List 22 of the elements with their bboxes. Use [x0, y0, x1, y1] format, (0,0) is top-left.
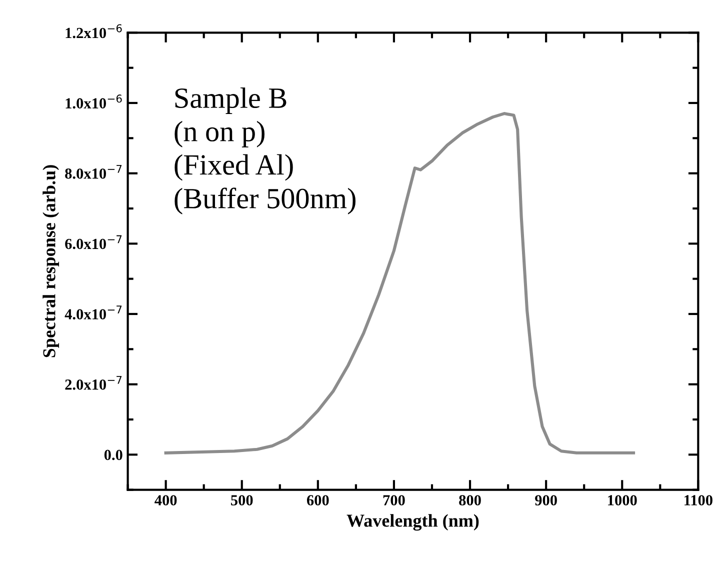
x-tick-label: 600: [306, 495, 329, 506]
y-tick-label: 4.0x10$^{−7}$: [64, 306, 122, 320]
x-tick-label: 700: [383, 495, 405, 506]
y-tick-label: 8.0x10$^{−7}$: [65, 164, 122, 179]
annotation: (n on p): [174, 120, 264, 148]
x-tick-label: 1000: [608, 495, 637, 506]
y-tick-label: 6.0x10$^{−7}$: [65, 235, 122, 250]
x-tick-label: 900: [535, 495, 557, 506]
x-axis-title: Wavelength (nm): [346, 514, 479, 531]
annotation: (Fixed Al): [174, 154, 293, 181]
annotation: Sample B: [175, 88, 286, 114]
y-tick-label: 1.2x10$^{−6}$: [66, 24, 122, 38]
x-tick-label: 400: [154, 495, 177, 506]
x-tick-label: 500: [231, 495, 253, 506]
annotation: (Buffer 500nm): [174, 188, 356, 214]
x-tick-label: 1100: [684, 495, 712, 506]
y-tick-label: 0.0: [104, 450, 122, 460]
y-tick-label: 2.0x10$^{−7}$: [65, 376, 122, 390]
x-tick-label: 800: [459, 495, 481, 506]
y-axis-title: Spectral response (arb.u): [42, 165, 60, 358]
line-series: [164, 112, 636, 454]
y-tick-label: 1.0x10$^{−6}$: [66, 94, 122, 109]
